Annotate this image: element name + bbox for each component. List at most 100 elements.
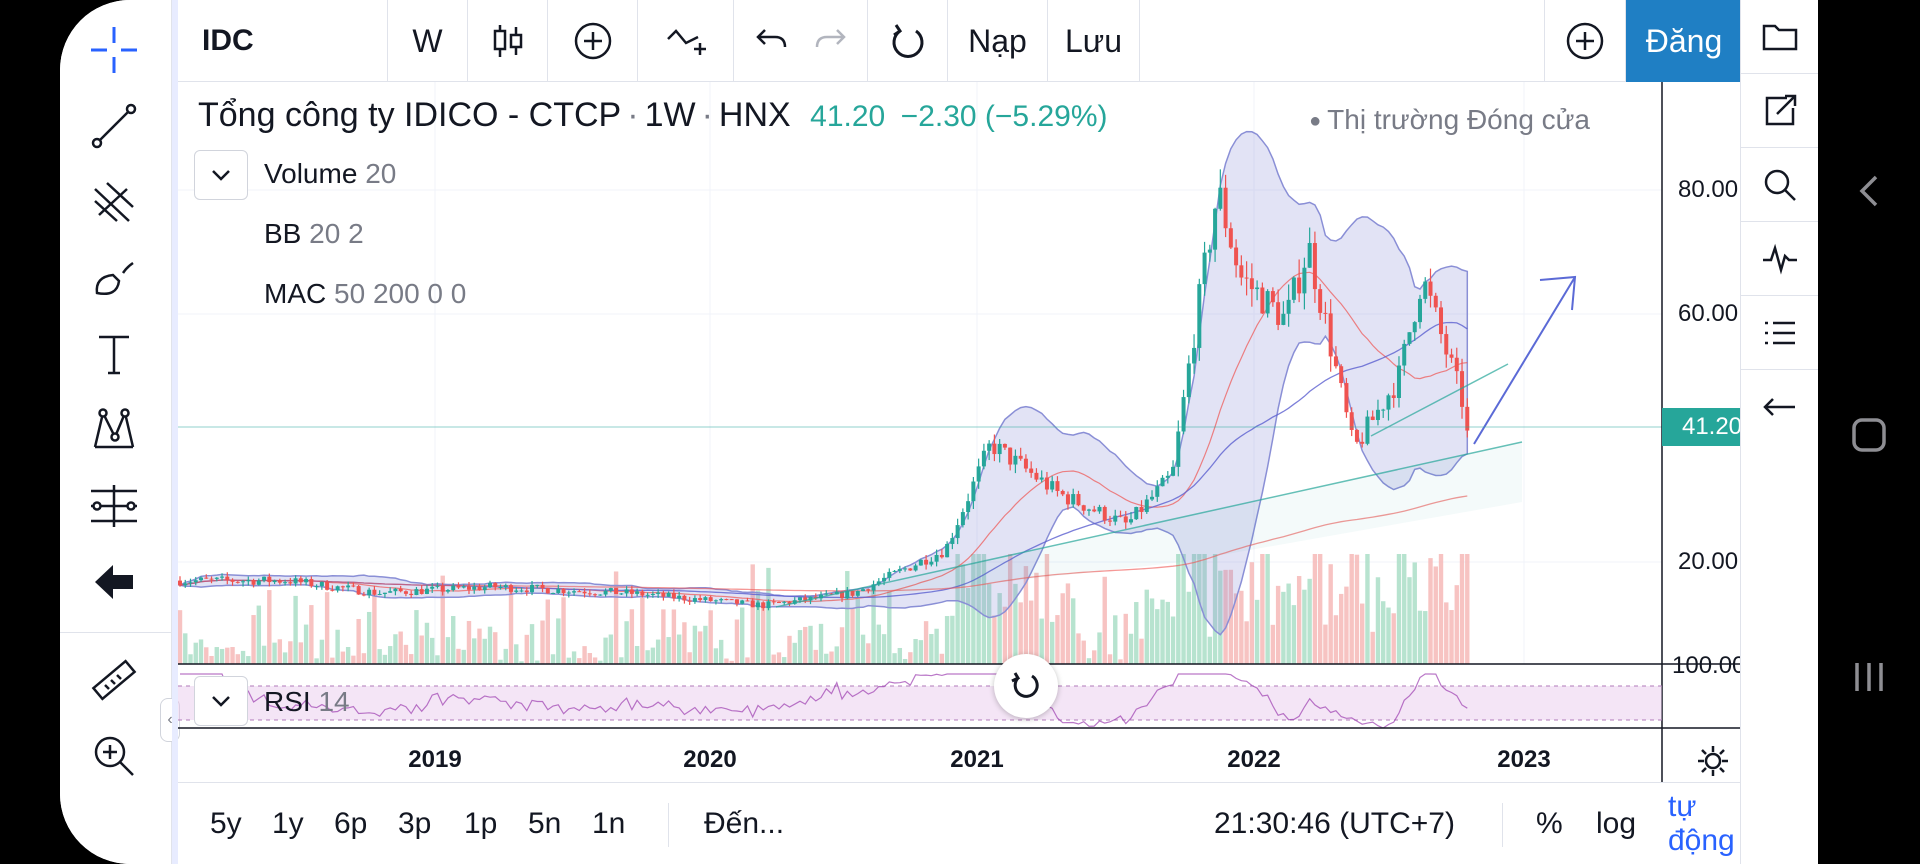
indicator-rsi[interactable]: RSI 14 [264, 686, 350, 718]
chevron-down-icon [212, 170, 230, 181]
candle-body [482, 587, 487, 591]
load-button[interactable]: Nạp [948, 0, 1048, 82]
volume-bar [619, 657, 624, 664]
goto-date-button[interactable]: Đến... [704, 807, 785, 840]
candle-body [572, 591, 577, 593]
volume-bar [1254, 599, 1260, 664]
indicators-toggle-button[interactable] [194, 150, 248, 200]
candle-body [1107, 520, 1112, 522]
candle-body [1265, 291, 1270, 314]
search-button[interactable] [1741, 148, 1818, 222]
indicator-bb[interactable]: BB 20 2 [264, 218, 364, 250]
volume-bar [876, 624, 882, 664]
chart-area[interactable]: Tổng công ty IDICO - CTCP · 1W · HNX 41.20 −… [178, 82, 1772, 782]
candle-body [330, 589, 335, 591]
interval-button[interactable]: W [388, 0, 468, 82]
toolbar-divider [60, 632, 172, 633]
recents-icon [1855, 663, 1883, 691]
back-tool[interactable] [82, 552, 146, 612]
volume-bar [834, 646, 839, 664]
rsi-toggle-button[interactable] [194, 676, 248, 726]
clock-timezone[interactable]: 21:30:46 (UTC+7) [1214, 807, 1455, 840]
candle-body [1160, 477, 1165, 487]
open-external-button[interactable] [1741, 74, 1818, 148]
zoom-in-tool[interactable] [82, 726, 146, 786]
candle-body [855, 591, 860, 596]
pitchfork-tool[interactable] [82, 172, 146, 232]
indicator-params: 20 [365, 158, 397, 189]
pattern-tool[interactable] [82, 400, 146, 460]
volume-bar [624, 621, 629, 664]
indicator-mac[interactable]: MAC 50 200 0 0 [264, 278, 466, 310]
volume-bar [188, 654, 193, 664]
volume-bar [1338, 593, 1344, 664]
compare-button[interactable] [638, 0, 734, 82]
candle-body [514, 590, 519, 592]
undo-icon[interactable] [747, 19, 791, 63]
time-tick: 2023 [1497, 746, 1551, 773]
watchlist-button[interactable] [1741, 0, 1818, 74]
volume-bar [1407, 577, 1412, 664]
candle-body [241, 581, 246, 583]
collapse-panel-button[interactable] [1741, 370, 1818, 444]
volume-bar [340, 651, 346, 664]
ruler-tool[interactable] [82, 650, 146, 710]
brush-tool[interactable] [82, 248, 146, 308]
volume-bar [608, 634, 614, 664]
volume-bar [976, 554, 981, 664]
symbol-search-button[interactable]: IDC [178, 0, 388, 82]
indicator-params: 14 [318, 686, 350, 717]
text-tool[interactable] [82, 324, 146, 384]
candle-body [419, 589, 424, 594]
android-recents-button[interactable] [1844, 652, 1894, 702]
candle-body [1134, 507, 1139, 520]
crosshair-tool[interactable] [82, 20, 146, 80]
candle-body [1013, 455, 1018, 465]
volume-bar [797, 630, 803, 664]
volume-bar [440, 575, 445, 664]
chart-settings-button[interactable] [1686, 734, 1740, 788]
candle-body [1065, 494, 1070, 505]
log-scale-button[interactable]: log [1596, 807, 1637, 840]
candle-body [293, 578, 298, 584]
range-3p-button[interactable]: 3p [398, 807, 432, 840]
candle-body [897, 569, 902, 571]
range-5n-button[interactable]: 5n [528, 807, 562, 840]
back-arrow-icon [95, 565, 133, 599]
range-6p-button[interactable]: 6p [334, 807, 368, 840]
undo-redo-group [734, 0, 868, 82]
folder-icon [1762, 24, 1798, 50]
reset-chart-button[interactable] [994, 654, 1058, 718]
auto-scale-button[interactable]: tự động [1668, 790, 1735, 857]
legend-exchange: HNX [718, 96, 791, 134]
plus-circle-icon [1566, 22, 1604, 60]
volume-bar [1139, 638, 1144, 664]
indicator-volume[interactable]: Volume 20 [264, 158, 396, 190]
range-5y-button[interactable]: 5y [210, 807, 242, 840]
range-1n-button[interactable]: 1n [592, 807, 626, 840]
redo-icon[interactable] [811, 19, 855, 63]
save-button[interactable]: Lưu [1048, 0, 1140, 82]
range-1p-button[interactable]: 1p [464, 807, 498, 840]
data-window-button[interactable] [1741, 222, 1818, 296]
bottom-toolbar: 5y 1y 6p 3p 1p 5n 1n Đến... 21:30:46 (UT… [178, 782, 1740, 864]
candle-body [939, 555, 944, 558]
percent-scale-button[interactable]: % [1536, 807, 1563, 840]
chart-type-button[interactable] [468, 0, 548, 82]
android-home-button[interactable] [1844, 410, 1894, 460]
candle-body [1192, 347, 1197, 364]
volume-bar [1113, 615, 1118, 664]
range-1y-button[interactable]: 1y [272, 807, 304, 840]
candle-body [1307, 243, 1312, 268]
candle-body [803, 597, 808, 601]
android-back-button[interactable] [1844, 166, 1894, 216]
add-button[interactable] [1544, 0, 1626, 82]
object-tree-button[interactable] [1741, 296, 1818, 370]
add-indicator-button[interactable] [548, 0, 638, 82]
trend-line-tool[interactable] [82, 96, 146, 156]
measure-levels-tool[interactable] [82, 476, 146, 536]
reload-button[interactable] [868, 0, 948, 82]
volume-bar [671, 609, 677, 664]
register-button[interactable]: Đăng [1626, 0, 1742, 82]
volume-bar [803, 626, 808, 664]
